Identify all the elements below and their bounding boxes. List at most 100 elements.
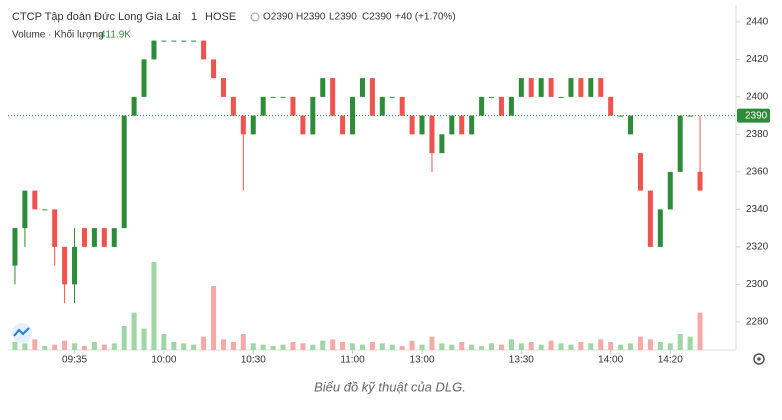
volume-bar <box>667 343 673 350</box>
volume-bar <box>429 336 435 350</box>
y-tick-label: 2420 <box>746 54 769 65</box>
exchange: HOSE <box>205 11 236 23</box>
candle-body <box>121 115 127 229</box>
candle-body <box>201 40 207 60</box>
volume-bar <box>528 342 534 350</box>
candle-body <box>558 96 564 98</box>
candle-body <box>429 115 435 154</box>
candle-body <box>528 78 534 97</box>
volume-bar <box>379 343 385 350</box>
legend-value: +40 (+1.70%) <box>395 12 456 23</box>
legend-value: H2390 <box>296 12 326 23</box>
candle-body <box>270 96 276 98</box>
volume-bar <box>637 336 643 350</box>
volume-bar <box>260 344 266 350</box>
candle-body <box>91 228 97 247</box>
volume-bar <box>230 342 236 350</box>
volume-bar <box>62 340 68 350</box>
volume-bar <box>508 339 514 350</box>
volume-bar <box>72 343 78 350</box>
volume-bar <box>578 342 584 350</box>
volume-bar <box>399 346 405 350</box>
chart-title: CTCP Tập đoàn Đức Long Gia Lai <box>12 11 180 23</box>
settings-icon[interactable] <box>753 353 765 365</box>
volume-bar <box>131 312 137 350</box>
candle-body <box>598 78 604 97</box>
candle-body <box>211 59 217 79</box>
volume-bar <box>518 343 524 350</box>
candle-body <box>588 78 594 97</box>
volume-bar <box>181 343 187 350</box>
volume-bar <box>350 343 356 350</box>
candle-body <box>230 96 236 116</box>
volume-bar <box>548 340 554 350</box>
candle-body <box>578 78 584 97</box>
volume-bar <box>657 342 663 350</box>
candle-body <box>677 115 683 172</box>
logo <box>12 323 32 343</box>
volume-bar <box>598 339 604 350</box>
x-tick-label: 09:35 <box>62 355 87 366</box>
candle-body <box>369 78 375 116</box>
volume-bar <box>270 346 276 350</box>
x-tick-label: 11:00 <box>340 355 365 366</box>
candle-body <box>498 96 504 116</box>
x-tick-label: 13:00 <box>410 355 435 366</box>
candle-body <box>479 96 485 116</box>
candle-body <box>697 171 703 191</box>
volume-bar <box>141 328 147 350</box>
legend-value: L2390 <box>329 12 357 23</box>
volume-bar <box>449 344 455 350</box>
volume-bar <box>42 346 48 350</box>
y-tick-label: 2400 <box>746 92 769 103</box>
volume-bar <box>608 342 614 350</box>
volume-bar <box>340 342 346 350</box>
candle-body <box>628 115 634 135</box>
candle-body <box>687 115 693 117</box>
candle-body <box>81 228 87 247</box>
volume-bar <box>310 344 316 350</box>
candle-body <box>191 40 197 42</box>
volume-bar <box>320 340 326 350</box>
candle-body <box>608 96 614 116</box>
legend-value: O2390 <box>263 12 293 23</box>
volume-bar <box>111 343 117 350</box>
candle-body <box>72 246 78 285</box>
candle-body <box>409 115 415 135</box>
volume-bar <box>697 312 703 350</box>
volume-bar <box>81 346 87 350</box>
volume-bar <box>250 343 256 350</box>
candle-body <box>141 59 147 97</box>
x-tick-label: 13:30 <box>509 355 534 366</box>
candle-body <box>508 96 514 116</box>
candle-body <box>42 209 48 211</box>
volume-bar <box>459 342 465 350</box>
volume-bar <box>32 339 38 350</box>
candle-body <box>657 209 663 247</box>
volume-bar <box>280 344 286 350</box>
volume-bar <box>628 343 634 350</box>
candle-body <box>389 96 395 98</box>
candle-body <box>459 115 465 135</box>
candle-body <box>220 78 226 97</box>
candle-body <box>419 115 425 135</box>
volume-bar <box>588 343 594 350</box>
candle-body <box>250 115 256 135</box>
legend-value: C2390 <box>362 12 392 23</box>
volume-bar <box>469 344 475 350</box>
x-tick-label: 10:30 <box>241 355 266 366</box>
candle-body <box>290 96 296 116</box>
volume-bar <box>647 339 653 350</box>
volume-bar <box>359 344 365 350</box>
candle-body <box>101 228 107 247</box>
volume-bar <box>409 340 415 350</box>
candle-body <box>161 40 167 42</box>
volume-bar <box>439 343 445 350</box>
volume-bar <box>498 344 504 350</box>
volume-bar <box>618 344 624 350</box>
status-dot <box>250 12 260 22</box>
candle-body <box>171 40 177 42</box>
candle-body <box>518 78 524 97</box>
volume-bar <box>240 334 246 350</box>
